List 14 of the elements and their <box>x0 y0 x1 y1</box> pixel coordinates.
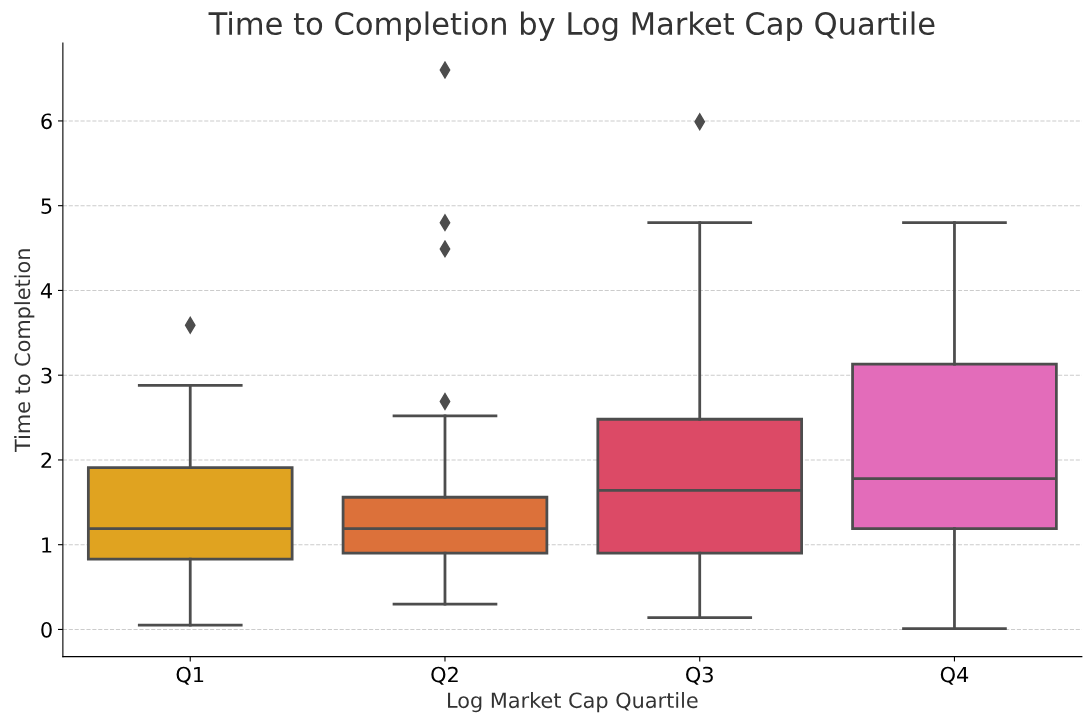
y-axis-title: Time to Completion <box>14 249 35 453</box>
y-tick-label: 0 <box>41 621 52 638</box>
x-tick-label: Q1 <box>176 666 204 685</box>
chart-title: Time to Completion by Log Market Cap Quartile <box>208 11 935 41</box>
x-tick-label: Q2 <box>431 666 458 685</box>
y-tick-label: 3 <box>41 367 52 384</box>
x-axis-title: Log Market Cap Quartile <box>448 692 698 713</box>
y-tick-label: 1 <box>42 537 52 553</box>
x-tick-label: Q4 <box>940 666 969 685</box>
y-tick-label: 6 <box>41 113 52 130</box>
x-tick-label: Q3 <box>686 666 713 685</box>
y-tick-label: 4 <box>40 283 52 299</box>
y-tick-label: 2 <box>41 452 52 468</box>
y-tick-label: 5 <box>41 198 52 214</box>
